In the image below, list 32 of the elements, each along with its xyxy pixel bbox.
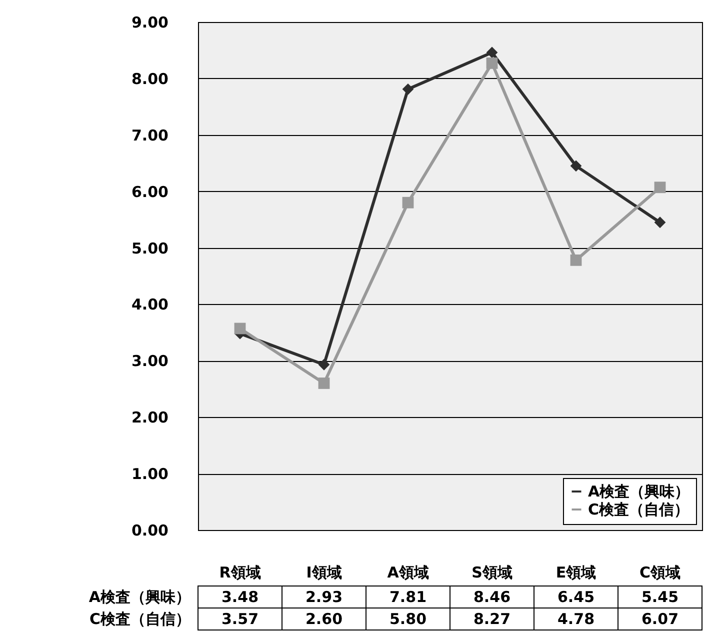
data-label: 8.46 [473, 588, 511, 606]
data-label: 3.48 [221, 588, 259, 606]
data-label: 5.80 [389, 610, 427, 628]
x-tick-label: C領域 [639, 564, 681, 582]
data-label: 2.60 [305, 610, 343, 628]
y-tick-label: 9.00 [131, 14, 168, 32]
x-tick-label: R領域 [219, 564, 261, 582]
y-tick-label: 6.00 [131, 182, 168, 201]
y-tick-label: 1.00 [131, 465, 168, 484]
data-label: 7.81 [389, 588, 427, 606]
y-tick-label: 4.00 [131, 296, 168, 314]
y-tick-label: 8.00 [131, 70, 168, 88]
x-tick-label: E領域 [556, 564, 596, 582]
data-label: 5.45 [641, 588, 679, 606]
data-label: 4.78 [557, 610, 595, 628]
x-tick-label: A領域 [387, 564, 429, 582]
x-tick-label: I領域 [306, 564, 342, 582]
text: A検査（興味） [88, 588, 190, 606]
data-label: 6.45 [557, 588, 595, 606]
legend-label: A検査（興味） [588, 482, 690, 500]
x-tick-label: S領域 [472, 564, 512, 582]
data-label: 2.93 [305, 588, 343, 606]
y-tick-label: 7.00 [131, 126, 168, 144]
y-tick-label: 5.00 [131, 239, 168, 258]
legend-label: C検査（自信） [588, 500, 690, 518]
text: C検査（自信） [89, 610, 190, 628]
data-label: 6.07 [641, 610, 679, 628]
y-tick-label: 2.00 [131, 408, 168, 427]
data-label: 8.27 [473, 610, 511, 628]
y-tick-label: 0.00 [131, 522, 168, 540]
data-label: 3.57 [221, 610, 259, 628]
y-tick-label: 3.00 [131, 352, 168, 370]
